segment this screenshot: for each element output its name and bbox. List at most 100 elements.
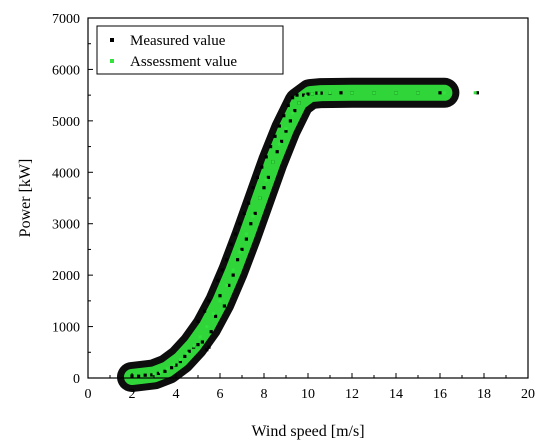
- assessment-point: [394, 91, 398, 95]
- measured-point: [200, 340, 204, 344]
- measured-point: [233, 232, 237, 236]
- assessment-point: [328, 91, 332, 95]
- assessment-point: [297, 101, 301, 105]
- measured-point: [288, 119, 292, 123]
- measured-point: [302, 93, 306, 97]
- measured-point: [249, 222, 253, 226]
- measured-point: [295, 93, 299, 97]
- y-tick-label: 1000: [52, 321, 80, 336]
- measured-point: [291, 96, 295, 100]
- measured-point: [183, 354, 187, 358]
- assessment-point: [310, 92, 314, 96]
- y-tick-label: 2000: [52, 269, 80, 284]
- measured-point: [220, 268, 224, 272]
- measured-point: [174, 363, 178, 367]
- measured-point: [315, 91, 319, 95]
- assessment-point: [238, 250, 242, 254]
- assessment-point: [172, 363, 176, 367]
- measured-point: [229, 242, 233, 246]
- x-axis-title: Wind speed [m/s]: [251, 423, 364, 440]
- legend-box: [96, 25, 284, 75]
- measured-point: [251, 186, 255, 190]
- measured-point: [253, 211, 257, 215]
- y-tick-label: 4000: [52, 166, 80, 181]
- assessment-point: [416, 91, 420, 95]
- measured-point: [227, 283, 231, 287]
- measured-point: [319, 91, 323, 95]
- x-tick-label: 4: [173, 387, 180, 402]
- measured-point: [214, 314, 218, 318]
- measured-point: [203, 309, 207, 313]
- measured-point: [273, 134, 277, 138]
- measured-point: [247, 201, 251, 205]
- x-tick-label: 10: [301, 387, 315, 402]
- assessment-point: [277, 142, 281, 146]
- legend-marker-measured: [110, 38, 114, 42]
- measured-point: [475, 91, 479, 95]
- assessment-point: [205, 325, 209, 329]
- measured-point: [240, 247, 244, 251]
- measured-point: [205, 348, 209, 352]
- measured-point: [286, 103, 290, 107]
- measured-point: [262, 186, 266, 190]
- assessment-point: [258, 196, 262, 200]
- measured-point: [187, 349, 191, 353]
- assessment-point: [271, 160, 275, 164]
- measured-point: [269, 145, 273, 149]
- measured-point: [150, 373, 154, 377]
- measured-point: [266, 175, 270, 179]
- measured-point: [163, 369, 167, 373]
- measured-point: [277, 124, 281, 128]
- x-tick-label: 0: [85, 387, 92, 402]
- x-tick-label: 18: [477, 387, 491, 402]
- assessment-point: [304, 94, 308, 98]
- assessment-point: [185, 351, 189, 355]
- measured-point: [143, 373, 147, 377]
- y-tick-label: 3000: [52, 218, 80, 233]
- assessment-point: [192, 344, 196, 348]
- measured-point: [137, 374, 141, 378]
- measured-point: [242, 211, 246, 215]
- measured-point: [236, 258, 240, 262]
- assessment-point: [264, 178, 268, 182]
- assessment-point: [372, 91, 376, 95]
- measured-point: [275, 150, 279, 154]
- x-tick-label: 2: [129, 387, 136, 402]
- measured-point: [218, 294, 222, 298]
- y-axis-title: Power [kW]: [17, 159, 34, 238]
- x-tick-label: 6: [217, 387, 224, 402]
- measured-point: [207, 299, 211, 303]
- measured-point: [282, 114, 286, 118]
- measured-point: [293, 109, 297, 113]
- measured-point: [225, 258, 229, 262]
- measured-point: [207, 345, 211, 349]
- y-tick-label: 6000: [52, 63, 80, 78]
- x-tick-label: 16: [433, 387, 447, 402]
- assessment-point: [317, 91, 321, 95]
- measured-point: [306, 92, 310, 96]
- measured-point: [284, 129, 288, 133]
- assessment-point: [152, 372, 156, 376]
- measured-point: [209, 330, 213, 334]
- measured-point: [178, 359, 182, 364]
- measured-point: [222, 304, 226, 308]
- assessment-point: [225, 283, 229, 287]
- axes: 0 2 4 6 8 10 12 14 16 18 20 0 1000 2000 3000 4000 5000 60…: [52, 12, 535, 402]
- measured-point: [170, 366, 174, 370]
- measured-point: [244, 237, 248, 241]
- x-tick-label: 8: [261, 387, 268, 402]
- measured-point: [216, 278, 220, 282]
- y-tick-label: 7000: [52, 12, 80, 27]
- assessment-point: [165, 367, 169, 371]
- assessment-point: [159, 370, 163, 374]
- assessment-point: [244, 232, 248, 236]
- y-tick-label: 5000: [52, 115, 80, 130]
- measured-point: [260, 165, 264, 169]
- assessment-point: [442, 91, 446, 95]
- assessment-point: [284, 127, 288, 131]
- assessment-point: [218, 299, 222, 303]
- measured-point: [156, 371, 160, 375]
- measured-point: [231, 273, 235, 277]
- x-tick-label: 20: [521, 387, 535, 402]
- legend-label-assessment: Assessment value: [130, 54, 237, 70]
